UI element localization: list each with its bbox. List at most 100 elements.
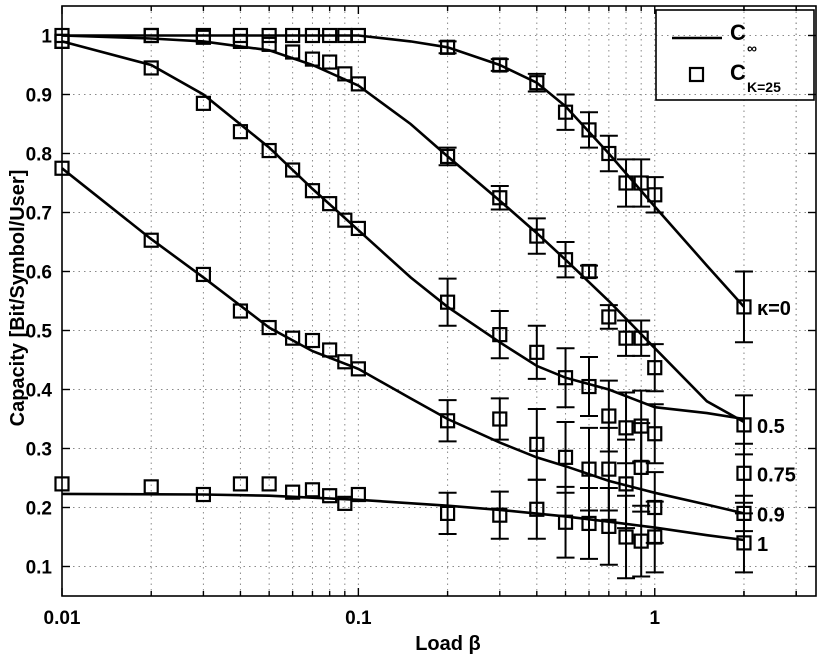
data-point-square [261, 319, 277, 336]
legend-label-sim: C [730, 60, 746, 85]
data-point-square [736, 465, 752, 481]
data-point-square [195, 29, 212, 45]
series-label: 0.5 [757, 416, 785, 438]
series-layer [54, 27, 753, 580]
data-point-square [581, 263, 597, 280]
y-tick-label: 0.1 [26, 558, 53, 579]
data-point-square [350, 486, 366, 503]
data-point-square [232, 476, 249, 492]
data-point-square [304, 27, 321, 44]
data-point-square [529, 436, 545, 452]
data-point-square [304, 51, 321, 67]
data-point-square [261, 36, 277, 52]
y-tick-label: 0.8 [26, 145, 52, 166]
series-1 [54, 33, 753, 465]
data-point-square [557, 370, 574, 386]
data-point-square [261, 476, 277, 492]
data-point-square [439, 148, 456, 165]
data-point-square [647, 426, 663, 442]
x-tick-label: 0.01 [44, 608, 81, 629]
legend-square-sample [688, 66, 705, 83]
y-tick-label: 0.3 [26, 440, 52, 461]
data-point-square [439, 413, 456, 429]
y-tick-label: 0.6 [26, 263, 52, 284]
data-point-square [143, 60, 159, 76]
data-point-square [195, 95, 212, 111]
series-labels: κ=0 0.5 0.75 0.9 1 [757, 298, 796, 556]
data-point-square [557, 514, 574, 530]
data-point-square [492, 190, 508, 206]
data-point-square [618, 175, 634, 191]
data-point-square [633, 175, 649, 191]
y-axis-title: Capacity [Bit/Symbol/User] [7, 170, 29, 427]
data-point-square [492, 57, 508, 73]
data-point-square [304, 482, 321, 498]
data-point-square [601, 145, 617, 162]
y-tick-label: 0.4 [26, 381, 53, 402]
data-point-square [285, 27, 301, 44]
legend-sub-sim: K=25 [747, 79, 781, 95]
data-point-square [633, 330, 649, 346]
data-point-square [492, 411, 508, 427]
data-point-square [647, 360, 663, 376]
x-tick-label: 1 [649, 608, 660, 629]
data-point-square [322, 54, 338, 70]
data-point-square [581, 378, 597, 395]
data-point-square [618, 529, 634, 545]
data-point-square [529, 501, 545, 517]
data-point-square [285, 484, 301, 500]
data-point-square [557, 252, 574, 268]
data-point-square [304, 183, 321, 199]
data-point-square [601, 518, 617, 534]
grid [61, 6, 816, 596]
data-point-square [143, 479, 159, 495]
data-point-square [350, 361, 366, 377]
data-point-square [350, 27, 366, 44]
series-label: 1 [757, 534, 768, 556]
data-point-square [439, 505, 456, 521]
data-point-square [337, 495, 353, 511]
legend-sub-theory: ∞ [747, 40, 757, 56]
data-point-square [285, 44, 301, 60]
data-point-square [618, 476, 634, 492]
data-point-square [647, 187, 663, 203]
data-point-square [439, 294, 456, 310]
data-point-square [350, 220, 366, 237]
data-point-square [195, 486, 212, 503]
data-point-square [601, 461, 617, 477]
data-point-square [736, 535, 752, 551]
series-label: 0.75 [757, 464, 796, 486]
series-label: 0.9 [757, 504, 785, 526]
data-point-square [529, 344, 545, 360]
x-tick-label: 0.1 [345, 608, 372, 629]
data-point-square [337, 212, 353, 228]
y-tick-label: 1 [41, 27, 52, 48]
y-tick-label: 0.5 [26, 322, 53, 343]
data-point-square [492, 327, 508, 343]
data-point-square [557, 104, 574, 120]
data-point-square [736, 299, 752, 315]
data-point-square [618, 330, 634, 346]
series-3 [54, 160, 753, 544]
data-point-square [633, 459, 649, 475]
axes: 0.1 0.2 0.3 0.4 0.5 0.6 0.7 0.8 0.9 1 0.01 0.1 1 [26, 5, 817, 629]
data-point-square [647, 529, 663, 545]
data-point-square [601, 309, 617, 325]
theory-line [62, 34, 745, 308]
data-point-square [322, 488, 338, 504]
legend: C ∞ C K=25 [655, 9, 815, 101]
legend-box [655, 9, 815, 101]
data-point-square [581, 461, 597, 477]
y-tick-label: 0.2 [26, 499, 52, 520]
data-point-square [285, 330, 301, 346]
data-point-square [232, 124, 249, 140]
data-point-square [581, 122, 597, 138]
data-point-square [304, 332, 321, 349]
series-4 [54, 476, 753, 580]
y-tick-label: 0.7 [26, 204, 52, 225]
data-point-square [350, 76, 366, 92]
data-point-square [322, 342, 338, 358]
x-axis-title: Load β [415, 633, 481, 655]
theory-line [61, 40, 745, 421]
data-point-square [337, 66, 353, 82]
